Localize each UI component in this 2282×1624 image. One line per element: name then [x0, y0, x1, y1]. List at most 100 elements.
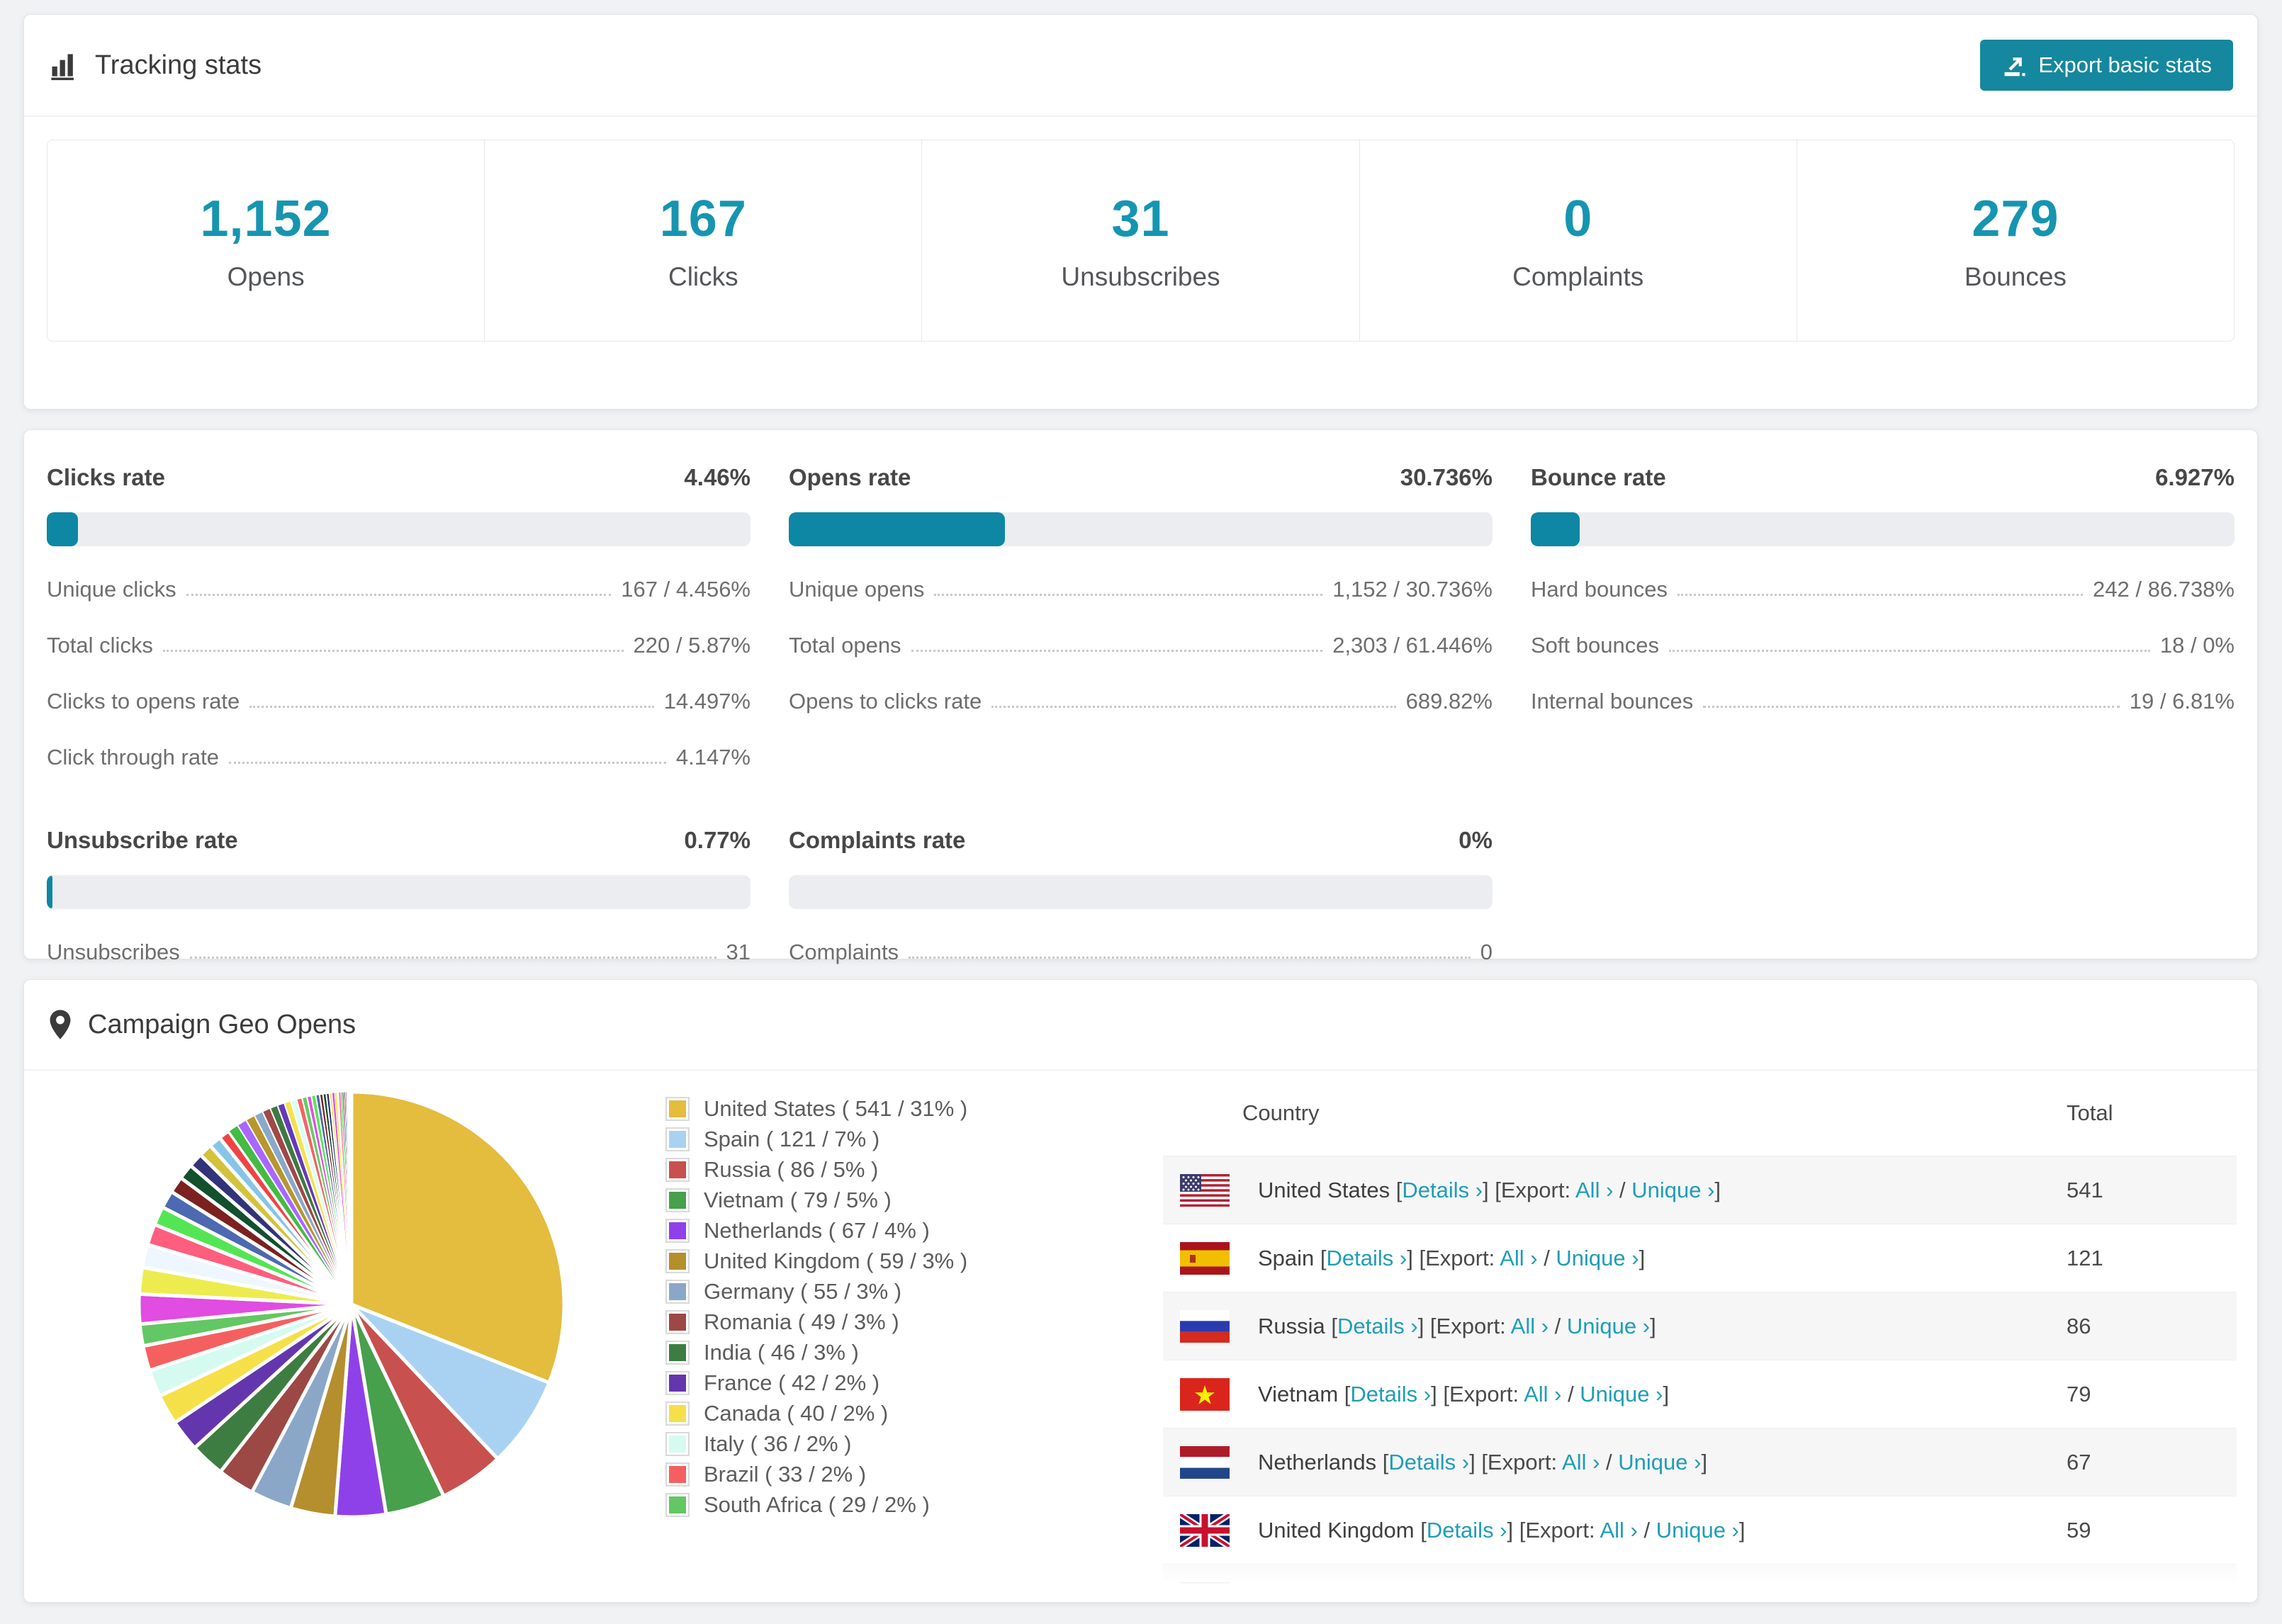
legend-label: Canada ( 40 / 2% ): [704, 1400, 889, 1426]
geo-table-header: Country Total: [1163, 1071, 2237, 1156]
table-row: Netherlands [Details ›] [Export: All › /…: [1163, 1428, 2237, 1496]
rate-detail-value: 31: [726, 940, 751, 964]
export-all-link[interactable]: All ›: [1500, 1245, 1538, 1270]
export-all-link[interactable]: All ›: [1510, 1313, 1549, 1338]
export-all-link[interactable]: All ›: [1562, 1449, 1600, 1474]
rate-block: Complaints rate 0% Complaints 0: [789, 821, 1493, 965]
export-unique-link[interactable]: Unique ›: [1566, 1313, 1651, 1338]
rate-detail-label: Unsubscribes: [47, 940, 180, 964]
pie-legend: United States ( 541 / 31% ) Spain ( 121 …: [665, 1093, 967, 1520]
legend-swatch: [665, 1279, 690, 1304]
rate-detail-row: Clicks to opens rate 14.497%: [47, 689, 751, 714]
stat-label: Unsubscribes: [1061, 261, 1220, 291]
legend-swatch: [665, 1401, 690, 1426]
flag-us-icon: [1180, 1173, 1230, 1207]
legend-item: Romania ( 49 / 3% ): [665, 1307, 967, 1337]
rate-detail-value: 220 / 5.87%: [633, 633, 751, 658]
rate-detail-row: Total opens 2,303 / 61.446%: [789, 633, 1493, 658]
export-basic-stats-button[interactable]: Export basic stats: [1980, 40, 2233, 91]
row-total: 86: [2067, 1313, 2091, 1338]
export-unique-link[interactable]: Unique ›: [1590, 1585, 1673, 1603]
rate-detail-label: Unique opens: [789, 577, 925, 602]
rate-detail-value: 14.497%: [663, 689, 751, 714]
export-icon: [2004, 57, 2025, 77]
export-all-link[interactable]: All ›: [1600, 1517, 1638, 1543]
rate-value: 30.736%: [1400, 464, 1493, 490]
rate-detail-label: Unique clicks: [47, 577, 176, 602]
table-row: Vietnam [Details ›] [Export: All › / Uni…: [1163, 1360, 2237, 1428]
legend-swatch: [665, 1218, 690, 1243]
export-all-link[interactable]: All ›: [1575, 1177, 1614, 1202]
details-link[interactable]: Details ›: [1360, 1585, 1441, 1603]
country-name: Spain: [1258, 1245, 1315, 1270]
country-name: United Kingdom: [1258, 1517, 1415, 1543]
stat-cell: 1,152 Opens: [47, 140, 485, 341]
rate-detail-row: Unique clicks 167 / 4.456%: [47, 577, 751, 602]
details-link[interactable]: Details ›: [1337, 1313, 1418, 1338]
dotted-leader: [909, 957, 1471, 959]
flag-gb-icon: [1180, 1513, 1230, 1547]
legend-label: United Kingdom ( 59 / 3% ): [704, 1248, 968, 1273]
stat-cell: 0 Complaints: [1360, 140, 1797, 341]
legend-swatch: [665, 1492, 690, 1517]
rate-progress-fill: [789, 512, 1006, 546]
stat-value: 31: [1111, 190, 1170, 247]
rate-detail-label: Internal bounces: [1531, 689, 1694, 714]
legend-swatch: [665, 1188, 690, 1212]
export-all-link[interactable]: All ›: [1524, 1381, 1562, 1406]
flag-vn-icon: [1180, 1377, 1230, 1411]
geo-header: Campaign Geo Opens: [24, 980, 2257, 1071]
legend-swatch: [665, 1431, 690, 1456]
stat-value: 279: [1972, 190, 2059, 247]
flag-es-icon: [1180, 1241, 1230, 1275]
row-total: 55: [2067, 1585, 2091, 1603]
flag-nl-icon: [1180, 1445, 1230, 1479]
rate-progress-fill: [1531, 512, 1580, 546]
legend-item: Italy ( 36 / 2% ): [665, 1428, 967, 1459]
rate-value: 4.46%: [684, 464, 751, 490]
country-name: Russia: [1258, 1313, 1325, 1338]
country-name: Vietnam: [1258, 1381, 1339, 1406]
legend-item: Vietnam ( 79 / 5% ): [665, 1185, 967, 1215]
export-unique-link[interactable]: Unique ›: [1631, 1177, 1715, 1202]
rate-progress-bar: [47, 512, 751, 546]
rate-detail-row: Internal bounces 19 / 6.81%: [1531, 689, 2235, 714]
rate-value: 6.927%: [2155, 464, 2235, 490]
rate-detail-value: 1,152 / 30.736%: [1332, 577, 1493, 602]
export-unique-link[interactable]: Unique ›: [1618, 1449, 1702, 1474]
dotted-leader: [249, 706, 654, 708]
stats-row: 1,152 Opens 167 Clicks 31 Unsubscribes 0…: [47, 140, 2235, 342]
stat-cell: 167 Clicks: [485, 140, 923, 341]
geo-opens-pie-chart[interactable]: [132, 1085, 571, 1524]
tracking-stats-card: Tracking stats Export basic stats 1,152 …: [23, 14, 2258, 410]
details-link[interactable]: Details ›: [1426, 1517, 1507, 1543]
legend-label: Germany ( 55 / 3% ): [704, 1278, 902, 1304]
map-pin-icon: [50, 1010, 71, 1039]
export-unique-link[interactable]: Unique ›: [1580, 1381, 1663, 1406]
details-link[interactable]: Details ›: [1350, 1381, 1432, 1406]
export-unique-link[interactable]: Unique ›: [1556, 1245, 1639, 1270]
stat-label: Opens: [227, 261, 305, 291]
dotted-leader: [1703, 706, 2120, 708]
rate-block: Opens rate 30.736% Unique opens 1,152 / …: [789, 458, 1493, 770]
legend-swatch: [665, 1127, 690, 1151]
rate-block: Unsubscribe rate 0.77% Unsubscribes 31: [47, 821, 751, 965]
row-total: 541: [2067, 1177, 2103, 1202]
rates-card: Clicks rate 4.46% Unique clicks 167 / 4.…: [23, 429, 2258, 964]
stat-value: 1,152: [200, 190, 332, 247]
legend-swatch: [665, 1340, 690, 1365]
details-link[interactable]: Details ›: [1402, 1177, 1483, 1202]
legend-item: India ( 46 / 3% ): [665, 1337, 967, 1368]
details-link[interactable]: Details ›: [1326, 1245, 1407, 1270]
legend-swatch: [665, 1096, 690, 1121]
rate-detail-row: Unique opens 1,152 / 30.736%: [789, 577, 1493, 602]
details-link[interactable]: Details ›: [1388, 1449, 1470, 1474]
rate-value: 0.77%: [684, 827, 751, 853]
rate-progress-bar: [1531, 512, 2235, 546]
rate-detail-label: Soft bounces: [1531, 633, 1659, 658]
export-unique-link[interactable]: Unique ›: [1656, 1517, 1739, 1543]
bar-chart-icon: [51, 54, 74, 81]
stat-label: Bounces: [1964, 261, 2067, 291]
rate-title: Unsubscribe rate: [47, 827, 238, 853]
export-all-link[interactable]: All ›: [1534, 1585, 1572, 1603]
